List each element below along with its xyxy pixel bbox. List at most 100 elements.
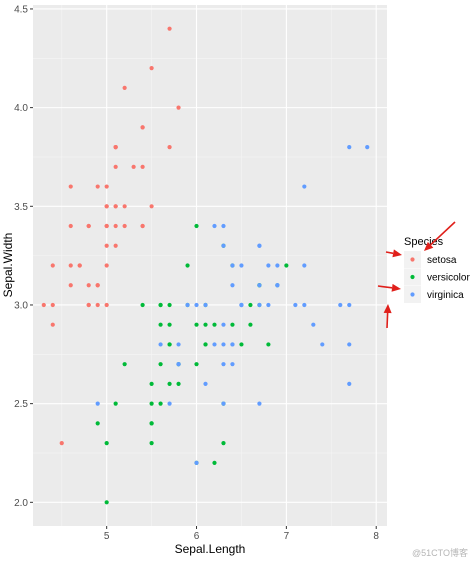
point-virginica [212, 223, 217, 229]
point-versicolor [149, 421, 154, 426]
point-setosa [113, 204, 118, 209]
point-virginica [365, 144, 370, 150]
point-virginica [302, 302, 307, 308]
grid-major-lines [33, 5, 387, 526]
point-setosa [68, 283, 73, 288]
point-setosa [122, 204, 127, 209]
y-axis-ticks: 2.0 2.5 3.0 3.5 4.0 4.5 [14, 4, 33, 509]
plot-panel [33, 5, 387, 526]
y-tick-label: 3.0 [14, 300, 28, 311]
point-setosa [176, 105, 181, 110]
point-versicolor [221, 441, 226, 446]
point-virginica [203, 381, 208, 387]
arrow-legend-title [385, 249, 402, 258]
point-virginica [221, 362, 226, 367]
point-virginica [257, 401, 262, 406]
point-virginica [275, 263, 280, 268]
point-versicolor [167, 381, 172, 387]
point-setosa [122, 223, 127, 229]
point-versicolor [176, 381, 181, 387]
point-setosa [104, 184, 109, 189]
y-tick-label: 4.0 [14, 103, 28, 114]
point-versicolor [158, 302, 163, 308]
point-versicolor [203, 342, 208, 347]
point-virginica [158, 342, 163, 347]
point-setosa [68, 184, 73, 189]
x-tick-label: 5 [104, 531, 110, 542]
y-tick-label: 4.5 [14, 4, 28, 15]
x-axis-title: Sepal.Length [175, 542, 246, 556]
point-virginica [239, 302, 244, 308]
point-virginica [212, 342, 217, 347]
point-versicolor [95, 421, 100, 426]
legend: Species setosa versicolor virginica [404, 236, 470, 303]
annotation-arrows [377, 221, 456, 329]
point-setosa [50, 263, 55, 268]
point-setosa [86, 283, 91, 288]
point-setosa [50, 322, 55, 327]
point-setosa [104, 243, 109, 248]
point-setosa [140, 125, 145, 130]
point-virginica [176, 342, 181, 347]
legend-label-setosa: setosa [427, 255, 457, 266]
point-virginica [275, 283, 280, 288]
point-setosa [104, 223, 109, 229]
point-virginica [185, 302, 190, 308]
point-versicolor [104, 500, 109, 505]
point-setosa [113, 144, 118, 150]
point-setosa [113, 223, 118, 229]
arrow-virginica [383, 304, 392, 329]
point-versicolor [149, 381, 154, 387]
y-tick-label: 2.5 [14, 399, 28, 410]
point-setosa [140, 164, 145, 169]
point-versicolor [104, 441, 109, 446]
legend-swatch-virginica [410, 292, 415, 297]
point-virginica [221, 342, 226, 347]
point-setosa [77, 263, 82, 268]
point-virginica [230, 263, 235, 268]
point-virginica [230, 362, 235, 367]
point-versicolor [167, 302, 172, 308]
point-versicolor [149, 401, 154, 406]
point-setosa [104, 263, 109, 268]
point-setosa [41, 302, 46, 308]
point-virginica [239, 263, 244, 268]
point-setosa [68, 263, 73, 268]
point-setosa [50, 302, 55, 308]
point-virginica [194, 302, 199, 308]
legend-label-virginica: virginica [427, 290, 464, 301]
point-versicolor [149, 441, 154, 446]
point-virginica [338, 302, 343, 308]
arrow-setosa [424, 221, 456, 251]
point-setosa [95, 302, 100, 308]
point-setosa [86, 223, 91, 229]
point-virginica [221, 223, 226, 229]
point-virginica [230, 283, 235, 288]
point-virginica [347, 381, 352, 387]
point-versicolor [284, 263, 289, 268]
point-versicolor [158, 401, 163, 406]
point-setosa [131, 164, 136, 169]
point-versicolor [167, 342, 172, 347]
point-setosa [122, 85, 127, 90]
point-virginica [230, 342, 235, 347]
point-versicolor [212, 460, 217, 465]
point-virginica [266, 302, 271, 308]
data-points [41, 26, 370, 505]
point-versicolor [239, 342, 244, 347]
point-virginica [266, 263, 271, 268]
point-setosa [113, 243, 118, 248]
y-tick-label: 2.0 [14, 498, 28, 509]
x-tick-label: 6 [194, 531, 200, 542]
point-virginica [95, 401, 100, 406]
point-virginica [176, 362, 181, 367]
point-setosa [104, 302, 109, 308]
point-versicolor [122, 362, 127, 367]
point-virginica [221, 322, 226, 327]
point-setosa [149, 66, 154, 71]
point-versicolor [194, 223, 199, 229]
point-setosa [68, 223, 73, 229]
legend-swatch-versicolor [410, 274, 415, 280]
